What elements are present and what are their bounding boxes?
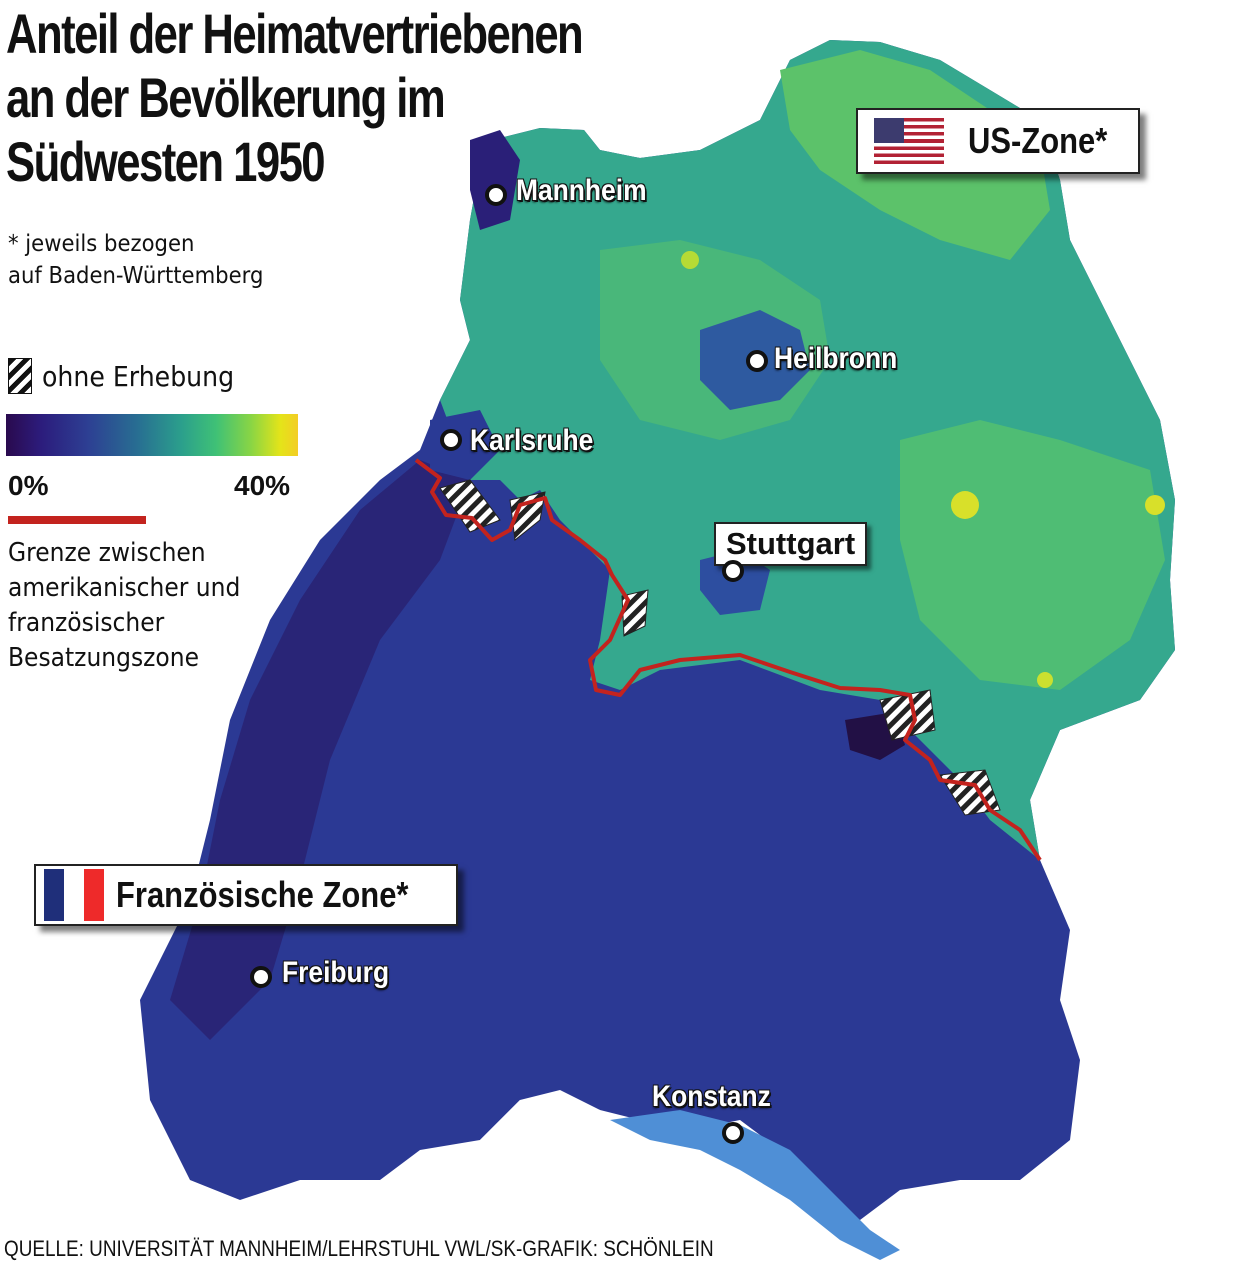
us-zone-label-box: US-Zone* xyxy=(856,108,1140,174)
border-legend-label: Grenze zwischen amerikanischer und franz… xyxy=(8,536,240,676)
us-zone-label: US-Zone* xyxy=(968,120,1108,161)
map-notch xyxy=(480,1090,600,1150)
fr-zone-label: Französische Zone* xyxy=(115,874,409,915)
source-credit: QUELLE: UNIVERSITÄT MANNHEIM/LEHRSTUHL V… xyxy=(4,1236,714,1261)
map-region-stuttgart xyxy=(700,550,770,615)
hatch-swatch-icon xyxy=(8,358,32,394)
legend-hatch: ohne Erhebung xyxy=(8,358,255,394)
fr-flag-icon xyxy=(44,869,104,921)
map-hotspot xyxy=(1037,672,1053,688)
fr-zone-label-box: Französische Zone* xyxy=(34,864,458,926)
hatch-label: ohne Erhebung xyxy=(42,359,235,393)
city-label-konstanz: Konstanz xyxy=(652,1080,771,1113)
border-label-line: Grenze zwischen xyxy=(8,538,206,568)
city-label-mannheim: Mannheim xyxy=(516,174,647,207)
city-dot-icon xyxy=(485,184,507,206)
color-scale-bar xyxy=(6,414,298,456)
city-dot-icon xyxy=(722,560,744,582)
city-dot-icon xyxy=(440,429,462,451)
title-line: Anteil der Heimatvertriebenen xyxy=(6,2,584,65)
map-region-karlsruhe xyxy=(430,410,500,480)
map-hotspot xyxy=(681,251,699,269)
lake-constance xyxy=(610,1110,900,1260)
hatch-area xyxy=(879,689,936,741)
border-label-line: amerikanischer und xyxy=(8,573,241,603)
border-label-line: Besatzungszone xyxy=(8,643,199,673)
city-label-karlsruhe: Karlsruhe xyxy=(470,424,594,457)
city-dot-icon xyxy=(746,350,768,372)
city-label-stuttgart: Stuttgart xyxy=(714,522,868,566)
title-line: an der Bevölkerung im xyxy=(6,66,446,129)
scale-min-label: 0% xyxy=(8,470,49,501)
page-title: Anteil der Heimatvertriebenen an der Bev… xyxy=(6,2,584,194)
city-label-heilbronn: Heilbronn xyxy=(774,342,898,375)
map-region-green-east xyxy=(900,420,1165,690)
scale-max-label: 40% xyxy=(234,470,291,501)
footnote-line: auf Baden-Württemberg xyxy=(8,263,264,289)
city-dot-icon xyxy=(722,1122,744,1144)
city-label-freiburg: Freiburg xyxy=(282,956,390,989)
title-line: Südwesten 1950 xyxy=(6,130,326,193)
footnote-line: * jeweils bezogen xyxy=(8,231,195,257)
footnote: * jeweils bezogen auf Baden-Württemberg xyxy=(8,228,263,292)
us-flag-icon xyxy=(874,118,944,164)
map-region-mannheim xyxy=(470,130,520,230)
map-hotspot xyxy=(1145,495,1165,515)
city-dot-icon xyxy=(250,966,272,988)
map-hotspot xyxy=(951,491,979,519)
border-line-swatch xyxy=(8,516,146,524)
border-label-line: französischer xyxy=(8,608,165,638)
zone-border-line xyxy=(414,458,1042,862)
